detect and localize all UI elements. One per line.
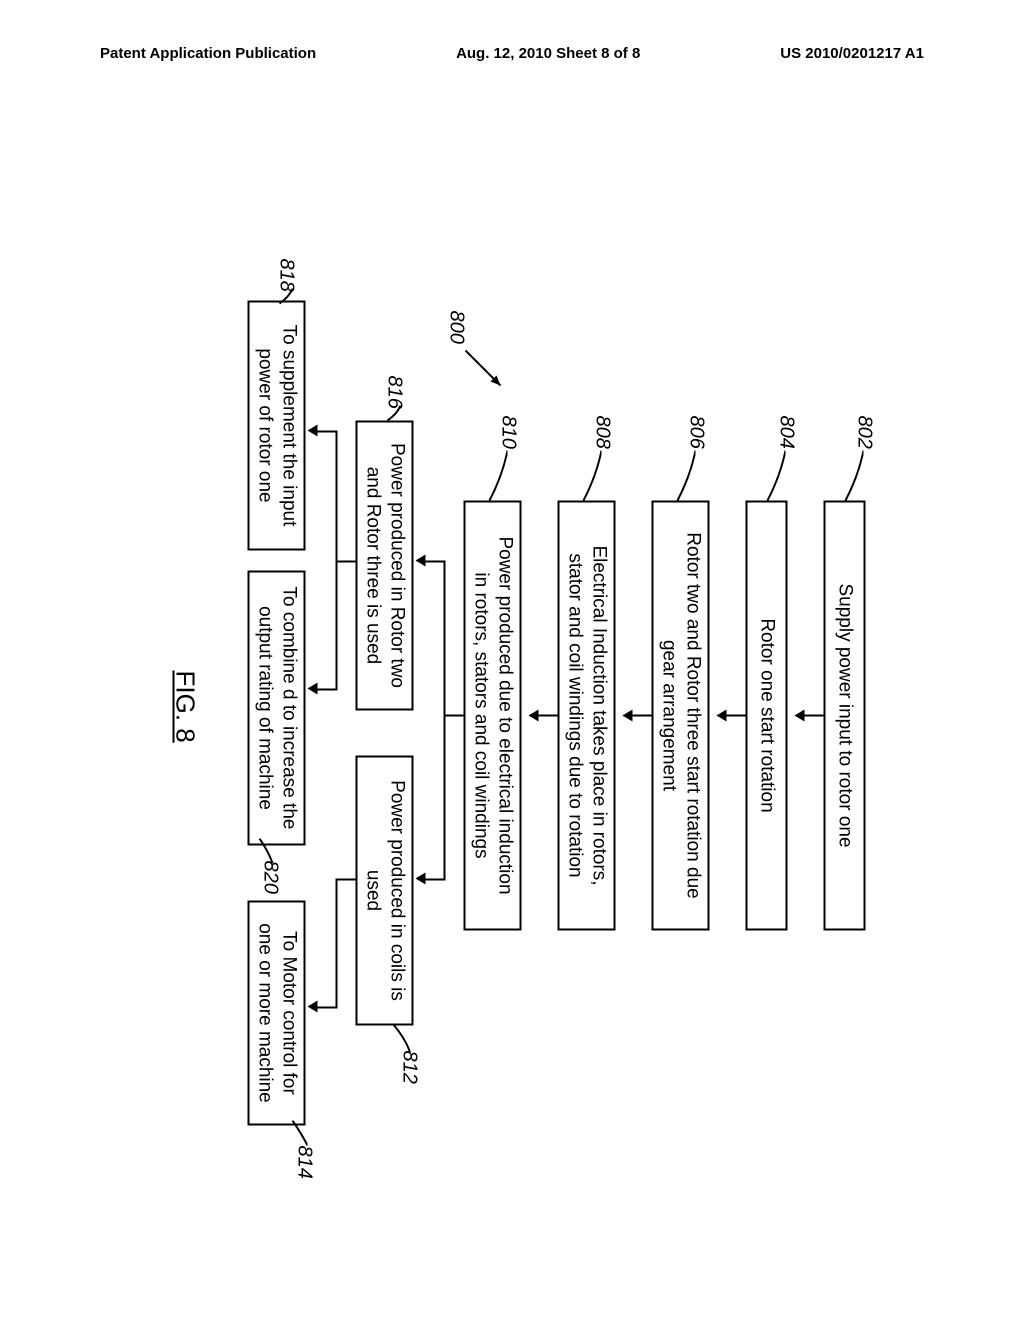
ref-800: 800 bbox=[445, 311, 468, 344]
line-810-split bbox=[444, 561, 446, 881]
arrow-802-804 bbox=[796, 715, 824, 717]
ref-802: 802 bbox=[853, 416, 876, 449]
box-810: Power produced due to electrical inducti… bbox=[464, 501, 522, 931]
arrowhead-814 bbox=[308, 1001, 318, 1013]
box-808: Electrical Induction takes place in roto… bbox=[558, 501, 616, 931]
box-814: To Motor control for one or more machine bbox=[248, 901, 306, 1126]
ref-808: 808 bbox=[591, 416, 614, 449]
arrow-804-806 bbox=[718, 715, 746, 717]
line-816-down bbox=[336, 561, 356, 563]
ref-816: 816 bbox=[383, 376, 406, 409]
box-804-text: Rotor one start rotation bbox=[755, 618, 779, 812]
box-814-text: To Motor control for one or more machine bbox=[253, 923, 301, 1103]
box-802: Supply power input to rotor one bbox=[824, 501, 866, 931]
box-806-text: Rotor two and Rotor three start rotation… bbox=[657, 532, 705, 898]
line-812-h bbox=[336, 879, 338, 1009]
ref-820-line bbox=[256, 839, 278, 869]
line-810-down bbox=[444, 715, 464, 717]
box-818: To supplement the input power of rotor o… bbox=[248, 301, 306, 551]
arrowhead-812 bbox=[416, 873, 426, 885]
ref-818-line bbox=[273, 289, 298, 309]
box-816-text: Power produced in Rotor two and Rotor th… bbox=[361, 443, 409, 688]
arrowhead-820 bbox=[308, 683, 318, 695]
box-810-text: Power produced due to electrical inducti… bbox=[469, 536, 517, 894]
arrowhead-818 bbox=[308, 425, 318, 437]
figure-area: Supply power input to rotor one 802 Roto… bbox=[0, 293, 1018, 1088]
header-right: US 2010/0201217 A1 bbox=[780, 45, 924, 62]
line-816-left bbox=[316, 431, 338, 433]
line-816-split bbox=[336, 431, 338, 691]
box-804: Rotor one start rotation bbox=[746, 501, 788, 931]
line-810-left bbox=[424, 561, 446, 563]
box-820: To combine d to increase the output rati… bbox=[248, 571, 306, 846]
line-816-right bbox=[316, 689, 338, 691]
ref-806-line bbox=[671, 451, 696, 506]
line-812-down bbox=[336, 879, 356, 881]
flowchart: Supply power input to rotor one 802 Roto… bbox=[111, 181, 906, 1201]
ref-808-line bbox=[577, 451, 602, 506]
ref-802-line bbox=[839, 451, 864, 506]
box-806: Rotor two and Rotor three start rotation… bbox=[652, 501, 710, 931]
line-810-right bbox=[424, 879, 446, 881]
header-left: Patent Application Publication bbox=[100, 45, 316, 62]
arrow-806-808 bbox=[624, 715, 652, 717]
page-header: Patent Application Publication Aug. 12, … bbox=[0, 45, 1024, 62]
ref-816-line bbox=[381, 406, 406, 426]
ref-804: 804 bbox=[775, 416, 798, 449]
header-center: Aug. 12, 2010 Sheet 8 of 8 bbox=[456, 45, 640, 62]
arrowhead-816 bbox=[416, 555, 426, 567]
box-820-text: To combine d to increase the output rati… bbox=[253, 587, 301, 830]
ref-810-line bbox=[483, 451, 508, 506]
box-812: Power produced in coils is used bbox=[356, 756, 414, 1026]
box-808-text: Electrical Induction takes place in roto… bbox=[563, 545, 611, 885]
ref-812-line bbox=[386, 1024, 411, 1059]
ref-800-arrow bbox=[461, 346, 506, 396]
ref-806: 806 bbox=[685, 416, 708, 449]
box-816: Power produced in Rotor two and Rotor th… bbox=[356, 421, 414, 711]
ref-818: 818 bbox=[275, 259, 298, 292]
line-812-down2 bbox=[316, 1007, 338, 1009]
arrow-808-810 bbox=[530, 715, 558, 717]
box-802-text: Supply power input to rotor one bbox=[833, 583, 857, 847]
box-812-text: Power produced in coils is used bbox=[361, 780, 409, 1001]
box-818-text: To supplement the input power of rotor o… bbox=[253, 325, 301, 527]
ref-810: 810 bbox=[497, 416, 520, 449]
ref-814-line bbox=[286, 1121, 308, 1151]
ref-804-line bbox=[761, 451, 786, 506]
fig-label: FIG. 8 bbox=[170, 671, 201, 743]
ref-814: 814 bbox=[293, 1146, 316, 1179]
